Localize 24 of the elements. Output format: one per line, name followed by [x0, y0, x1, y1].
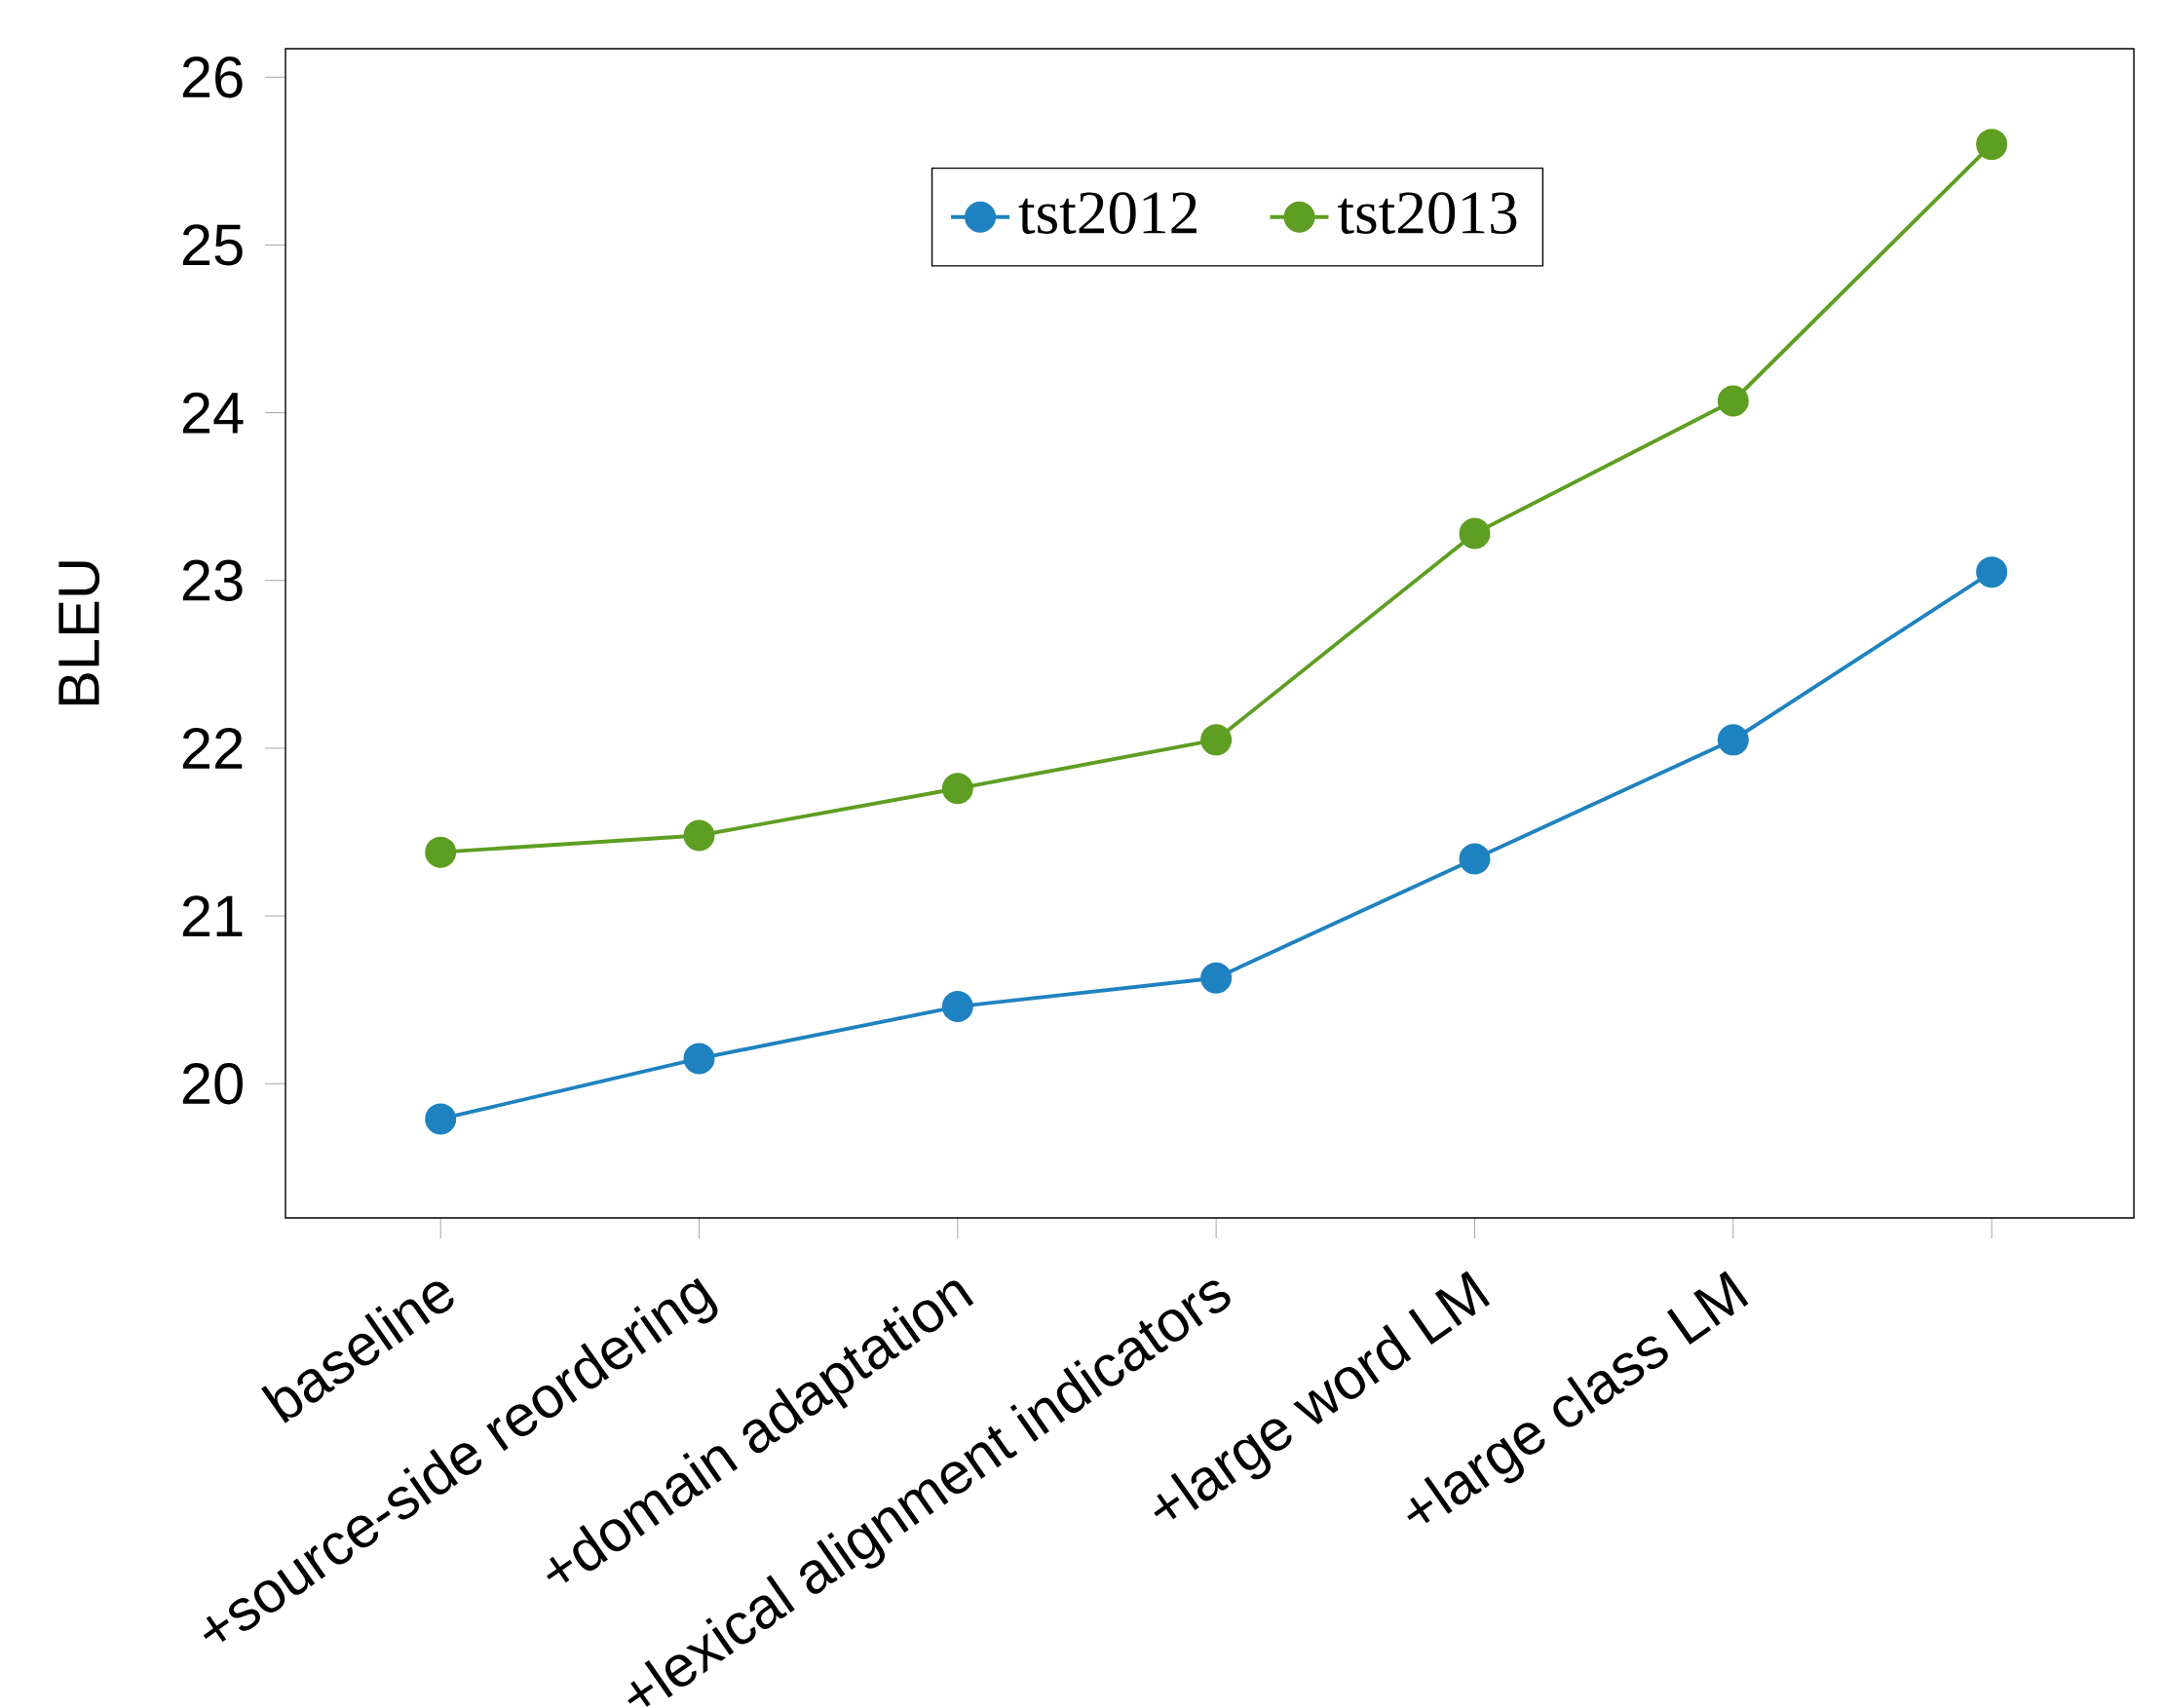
point [1717, 385, 1749, 417]
y-tick-label: 26 [182, 57, 243, 98]
point [1459, 843, 1491, 875]
point [1200, 724, 1233, 756]
y-tick-label: 20 [182, 1063, 243, 1105]
point [425, 836, 457, 868]
legend-label: tst2012 [1018, 192, 1197, 234]
point [1717, 724, 1749, 756]
y-tick-label: 21 [182, 895, 243, 936]
point [1976, 129, 2008, 161]
legend-label: tst2013 [1338, 192, 1517, 234]
point [683, 819, 715, 852]
point [425, 1103, 457, 1135]
y-tick-label: 25 [182, 224, 243, 266]
point [941, 991, 973, 1023]
point [1459, 517, 1491, 550]
point [941, 773, 973, 805]
point [1976, 556, 2008, 588]
y-tick-label: 22 [182, 728, 243, 769]
y-tick-label: 24 [182, 392, 244, 434]
point [1200, 962, 1233, 994]
point [683, 1043, 715, 1075]
y-tick-label: 23 [182, 559, 243, 601]
y-axis-title: BLEU [58, 561, 100, 705]
